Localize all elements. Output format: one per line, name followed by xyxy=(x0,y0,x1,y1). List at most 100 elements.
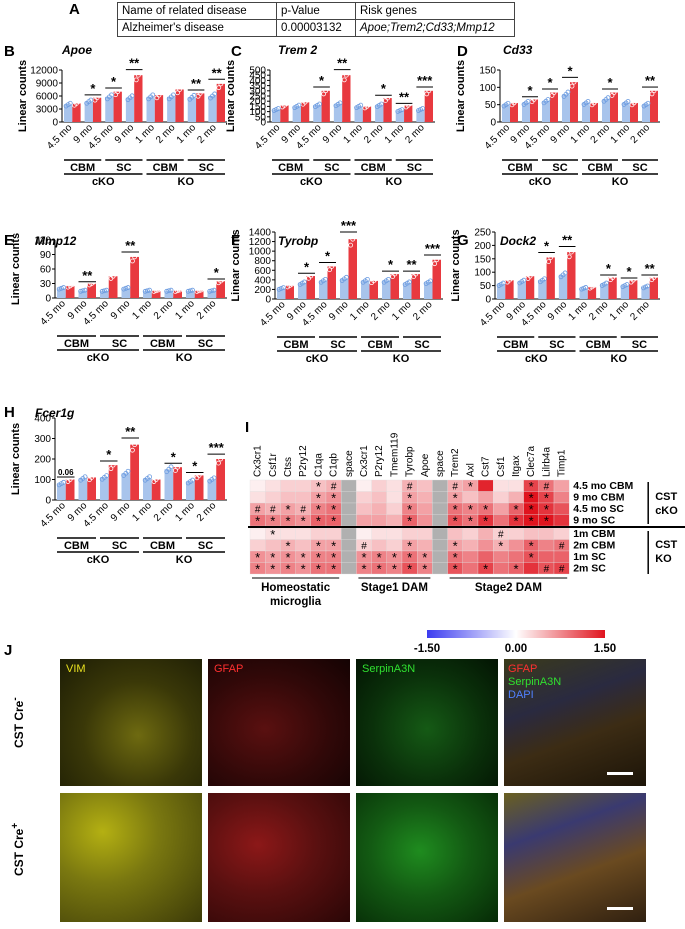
bar-control xyxy=(121,288,131,298)
sig-label: * xyxy=(606,261,612,276)
scale-bar xyxy=(607,907,633,910)
bar-ko xyxy=(194,290,204,298)
region-label: CBM xyxy=(587,162,612,174)
heatmap-mark: * xyxy=(270,514,275,529)
point-control xyxy=(207,288,213,294)
x-tick-label: 9 mo xyxy=(109,298,133,322)
heatmap-mark: * xyxy=(301,514,306,529)
point-control xyxy=(147,474,152,480)
bar-ko xyxy=(424,90,433,122)
point-control xyxy=(562,270,568,276)
chart-panel-E: E Mmp12 Linear counts 0 30 60 90 120 4.5 mo ** 9 m… xyxy=(4,232,227,364)
point-control xyxy=(144,288,150,294)
bar-control xyxy=(121,473,131,500)
sig-label: *** xyxy=(341,218,357,233)
point-control xyxy=(168,464,174,470)
x-tick-label: 2 mo xyxy=(152,298,176,322)
column-group-label: Homeostatic xyxy=(261,582,331,594)
point-ko xyxy=(593,98,599,104)
point-ko xyxy=(571,245,576,250)
bar-control xyxy=(143,478,152,500)
bar-ko xyxy=(369,280,378,299)
heatmap-mark: # xyxy=(255,505,261,516)
heatmap-cell xyxy=(295,491,311,504)
y-tick-label: 0 xyxy=(45,496,51,507)
group-label: CST xyxy=(655,491,677,503)
point-ko xyxy=(112,459,118,465)
column-label: Cst7 xyxy=(481,456,492,477)
point-ko xyxy=(352,230,358,236)
region-label: SC xyxy=(330,339,345,351)
column-label: Tyrobp xyxy=(405,446,416,477)
sig-label: ** xyxy=(406,257,417,272)
heatmap-mark: # xyxy=(544,564,550,575)
x-tick-label: 4.5 mo xyxy=(483,122,513,152)
bar-control xyxy=(642,104,650,122)
point-control xyxy=(211,475,217,481)
point-control xyxy=(505,100,511,106)
point-control xyxy=(168,287,174,293)
point-ko xyxy=(289,281,295,287)
bar-ko xyxy=(175,89,184,122)
heatmap-cell xyxy=(553,527,570,540)
heatmap-mark: * xyxy=(422,562,427,577)
point-control xyxy=(378,101,384,107)
title-merge-serpina3n: SerpinA3N xyxy=(508,676,562,688)
heatmap-cell xyxy=(356,502,372,515)
point-ko xyxy=(138,68,143,73)
column-label: Apoe xyxy=(420,453,431,477)
heatmap-cell xyxy=(493,502,509,515)
point-control xyxy=(624,282,630,287)
heatmap-mark: * xyxy=(285,502,290,517)
sig-label: ** xyxy=(645,261,656,276)
photo-gfap-cre-minus xyxy=(208,659,350,786)
y-axis-label: Linear counts xyxy=(10,233,22,305)
point-ko xyxy=(175,288,181,294)
heatmap-mark: * xyxy=(529,550,534,565)
sig-label: * xyxy=(381,81,387,96)
y-tick-label: 600 xyxy=(254,266,271,277)
point-control xyxy=(625,99,631,104)
bar-ko xyxy=(629,280,638,299)
bar-ko xyxy=(113,91,122,122)
column-label: Csf1r xyxy=(268,452,279,477)
y-axis-label: Linear counts xyxy=(10,423,22,495)
point-ko xyxy=(653,85,659,91)
sig-label: ** xyxy=(191,76,202,91)
heatmap-mark: * xyxy=(377,550,382,565)
y-tick-label: 0 xyxy=(265,295,271,306)
heatmap-mark: * xyxy=(316,562,321,577)
bar-control xyxy=(272,109,281,122)
y-tick-label: 400 xyxy=(249,76,266,87)
bar-ko xyxy=(196,93,205,122)
bar-ko xyxy=(216,281,225,298)
heatmap-cell xyxy=(432,539,448,552)
point-ko xyxy=(130,447,135,453)
bar-control xyxy=(542,101,550,122)
y-tick-label: 400 xyxy=(34,414,51,425)
bar-control xyxy=(395,110,405,122)
y-tick-label: 50 xyxy=(485,100,497,111)
point-ko xyxy=(284,101,289,107)
region-label: SC xyxy=(549,339,564,351)
x-tick-label: 2 mo xyxy=(628,299,652,323)
y-tick-label: 0 xyxy=(485,295,491,306)
heatmap-cell xyxy=(432,514,448,527)
heatmap-mark: * xyxy=(285,562,290,577)
heatmap-mark: # xyxy=(361,541,367,552)
bar-ko xyxy=(65,285,75,298)
bar-control xyxy=(84,101,93,122)
point-ko xyxy=(434,257,440,263)
point-ko xyxy=(428,85,434,91)
sig-label: *** xyxy=(425,241,441,256)
bar-ko xyxy=(432,259,441,299)
bar-control xyxy=(57,483,66,500)
region-label: CBM xyxy=(150,338,175,350)
heatmap-mark: * xyxy=(422,550,427,565)
point-ko xyxy=(173,468,178,473)
row-label: 9 mo CBM xyxy=(573,492,625,504)
bar-control xyxy=(641,286,650,299)
point-control xyxy=(99,288,105,294)
heatmap-mark: # xyxy=(407,482,413,493)
group-label: KO xyxy=(176,352,193,364)
